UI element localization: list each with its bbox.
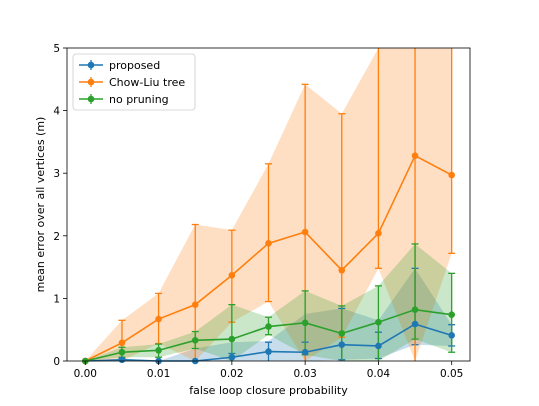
legend-item: Chow-Liu tree [79, 76, 185, 89]
error-bar [228, 304, 236, 361]
y-tick-label: 2 [53, 231, 60, 243]
y-tick-label: 1 [53, 293, 60, 305]
data-point [301, 319, 309, 327]
data-point [375, 342, 382, 350]
data-point [118, 348, 126, 356]
data-point [228, 271, 236, 279]
legend-swatch-marker [87, 95, 95, 103]
plot-frame [66, 47, 471, 362]
data-point [301, 348, 309, 356]
x-axis-label: false loop closure probability [189, 384, 348, 397]
x-tick-label: 0.05 [440, 368, 463, 380]
data-point [265, 240, 272, 247]
x-tick-label: 0.02 [220, 368, 243, 380]
data-point [411, 152, 419, 159]
data-point [155, 315, 162, 323]
x-tick-label: 0.04 [367, 368, 391, 380]
data-point [265, 323, 272, 330]
data-point [448, 171, 455, 179]
legend-label: no pruning [109, 93, 169, 106]
band-series-0 [85, 268, 452, 361]
error-bar [448, 48, 456, 254]
x-tick-label: 0.01 [147, 368, 170, 380]
data-point [118, 339, 126, 347]
data-point [338, 266, 346, 274]
data-point [191, 301, 199, 308]
error-bar [265, 163, 272, 303]
y-axis-label: mean error over all vertices (m) [34, 117, 47, 293]
data-point [155, 347, 162, 354]
data-point [191, 337, 199, 344]
x-axis: 0.00 0.01 0.02 0.03 0.04 0.05 [74, 361, 463, 380]
data-point [118, 356, 126, 364]
y-tick-label: 4 [53, 106, 60, 118]
legend-swatch-marker [87, 61, 95, 69]
x-tick-label: 0.03 [293, 368, 316, 380]
data-points [82, 152, 455, 365]
legend-item: proposed [79, 59, 160, 72]
data-point [411, 306, 419, 313]
data-point [338, 330, 346, 337]
y-tick-label: 5 [53, 43, 60, 55]
data-point [448, 311, 455, 318]
band-series-2 [85, 243, 452, 361]
y-tick-label: 0 [53, 356, 60, 368]
data-point [411, 320, 419, 328]
data-point [265, 348, 272, 355]
legend: proposed Chow-Liu tree no pruning [72, 53, 196, 111]
legend-label: Chow-Liu tree [109, 76, 185, 89]
data-point [448, 332, 455, 339]
legend-box [72, 53, 196, 111]
x-tick-label: 0.00 [74, 368, 97, 380]
data-point [301, 228, 309, 236]
data-point [228, 353, 236, 361]
y-tick-label: 3 [53, 168, 60, 180]
legend-item: no pruning [79, 93, 169, 106]
data-point [375, 229, 382, 237]
legend-label: proposed [109, 59, 160, 72]
data-point [375, 318, 382, 326]
legend-swatch-marker [87, 78, 95, 86]
y-axis: 0 1 2 3 4 5 [53, 43, 67, 368]
data-point [338, 341, 346, 349]
data-point [228, 335, 236, 343]
